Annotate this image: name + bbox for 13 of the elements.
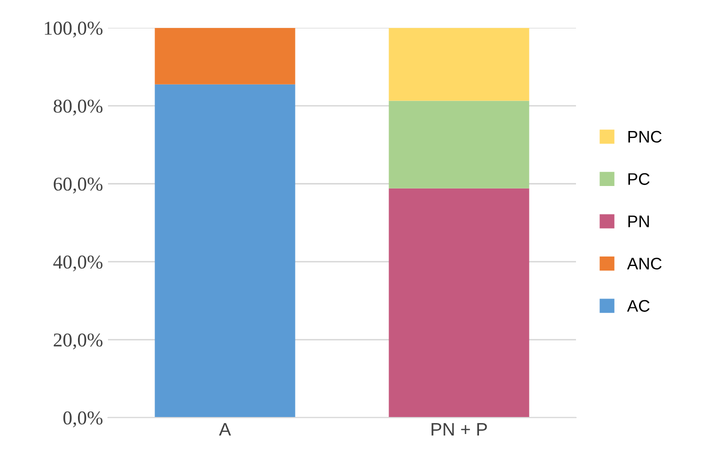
y-tick-label: 80,0% xyxy=(54,100,102,116)
legend-label: ANC xyxy=(627,258,662,270)
legend-label: AC xyxy=(627,300,650,312)
y-tick-label: 100,0% xyxy=(44,22,102,38)
legend-label: PN xyxy=(628,216,649,228)
x-tick-label: A xyxy=(219,423,231,436)
y-tick-label: 0,0% xyxy=(63,411,102,428)
y-tick-label: 60,0% xyxy=(54,178,102,194)
y-tick-label: 20,0% xyxy=(54,333,102,350)
legend-label: PNC xyxy=(628,130,662,143)
x-tick-label: PN + P xyxy=(432,423,487,436)
y-tick-label: 40,0% xyxy=(53,256,102,272)
legend-label: PC xyxy=(628,173,650,185)
